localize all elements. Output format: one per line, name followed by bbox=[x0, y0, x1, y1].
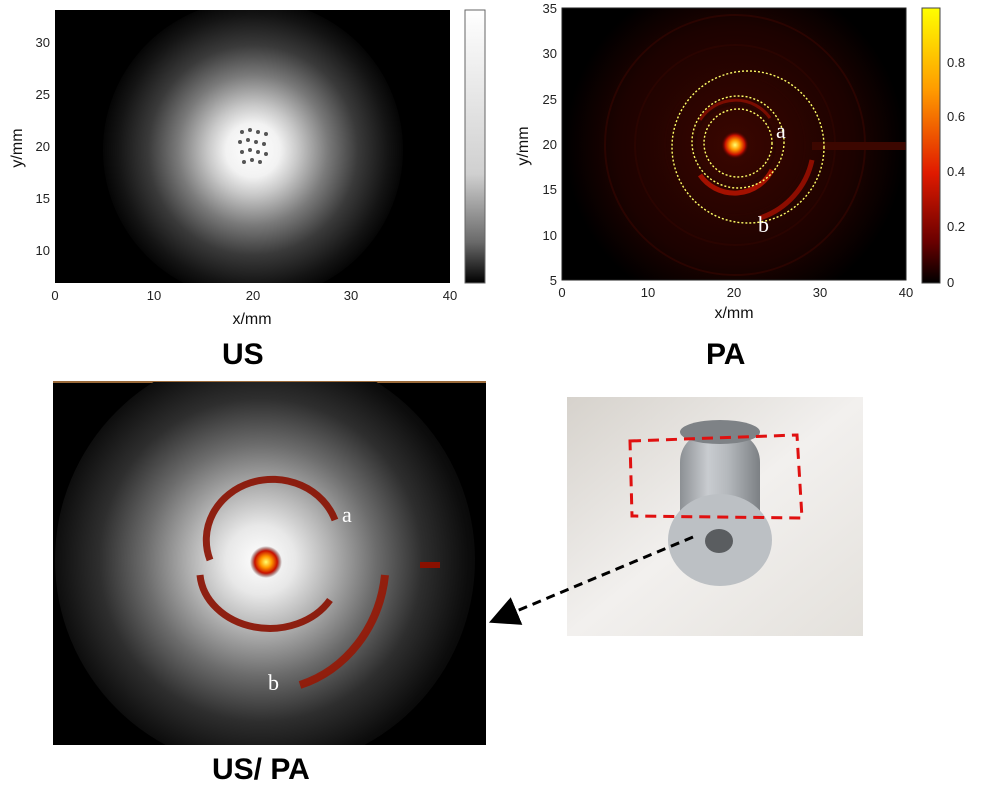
us-ylabel: y/mm bbox=[9, 128, 26, 167]
pa-ytick-20: 20 bbox=[543, 137, 557, 152]
pa-core-spot bbox=[721, 131, 749, 159]
pa-ring-a bbox=[703, 108, 773, 178]
us-xtick-0: 0 bbox=[51, 288, 58, 303]
phantom-photo bbox=[567, 397, 863, 636]
overlay-core-spot bbox=[250, 546, 282, 578]
us-speckle bbox=[238, 128, 268, 164]
us-ytick-25: 25 bbox=[36, 87, 50, 102]
pa-ytick-30: 30 bbox=[543, 46, 557, 61]
overlay-annotation-b: b bbox=[268, 670, 279, 695]
overlay-panel: a b bbox=[53, 381, 486, 745]
pa-annotation-a: a bbox=[776, 118, 786, 143]
us-xtick-2: 20 bbox=[246, 288, 260, 303]
us-caption: US bbox=[222, 338, 264, 371]
us-xtick-1: 10 bbox=[147, 288, 161, 303]
pa-ring-c bbox=[671, 70, 825, 224]
pa-annotation-b: b bbox=[758, 212, 769, 237]
pa-caption: PA bbox=[706, 338, 746, 371]
pointer-arrow bbox=[488, 535, 694, 625]
pa-ylabel: y/mm bbox=[515, 126, 532, 165]
roi-box bbox=[628, 433, 804, 520]
pa-cbar-tick-04: 0.4 bbox=[947, 164, 965, 179]
pa-xtick-1: 10 bbox=[641, 285, 655, 300]
us-ytick-30: 30 bbox=[36, 35, 50, 50]
us-x-axis: 0 10 20 30 40 x/mm bbox=[51, 288, 457, 328]
us-panel: 0 10 20 30 40 x/mm 10 15 20 25 30 y/mm bbox=[9, 9, 486, 328]
pa-ytick-5: 5 bbox=[550, 273, 557, 288]
pa-xtick-0: 0 bbox=[558, 285, 565, 300]
pa-ytick-15: 15 bbox=[543, 182, 557, 197]
pa-ytick-25: 25 bbox=[543, 92, 557, 107]
us-xlabel: x/mm bbox=[232, 311, 271, 328]
pa-x-axis: 0 10 20 30 40 x/mm bbox=[558, 285, 913, 322]
pa-cbar-tick-06: 0.6 bbox=[947, 109, 965, 124]
us-colorbar bbox=[464, 9, 486, 284]
pa-ytick-35: 35 bbox=[543, 1, 557, 16]
pa-cbar-tick-02: 0.2 bbox=[947, 219, 965, 234]
pa-ring-b bbox=[691, 95, 785, 189]
pa-cbar-tick-08: 0.8 bbox=[947, 55, 965, 70]
pa-ytick-10: 10 bbox=[543, 228, 557, 243]
us-xtick-4: 40 bbox=[443, 288, 457, 303]
pa-colorbar bbox=[921, 7, 941, 284]
pa-y-axis: 5 10 15 20 25 30 35 y/mm bbox=[515, 1, 557, 288]
pa-xtick-4: 40 bbox=[899, 285, 913, 300]
us-halo bbox=[103, 10, 403, 283]
pa-xlabel: x/mm bbox=[714, 305, 753, 322]
us-ytick-15: 15 bbox=[36, 191, 50, 206]
overlay-ring-b-signal bbox=[298, 574, 389, 689]
pa-xtick-2: 20 bbox=[727, 285, 741, 300]
overlay-annotation-a: a bbox=[342, 502, 352, 527]
us-y-axis: 10 15 20 25 30 y/mm bbox=[9, 35, 50, 258]
pa-xtick-3: 30 bbox=[813, 285, 827, 300]
pa-panel: a b 0 10 20 30 40 x/mm 5 10 15 20 25 30 … bbox=[515, 1, 965, 322]
overlay-ring-a-signal bbox=[202, 475, 339, 562]
pa-ring-a-signal bbox=[697, 168, 775, 196]
pa-cbar-tick-0: 0 bbox=[947, 275, 954, 290]
pa-ring-b-signal bbox=[759, 159, 815, 221]
us-ytick-10: 10 bbox=[36, 243, 50, 258]
us-ytick-20: 20 bbox=[36, 139, 50, 154]
us-xtick-3: 30 bbox=[344, 288, 358, 303]
pa-colorbar-ticks: 0 0.2 0.4 0.6 0.8 bbox=[947, 55, 965, 290]
overlay-caption: US/ PA bbox=[212, 753, 310, 786]
